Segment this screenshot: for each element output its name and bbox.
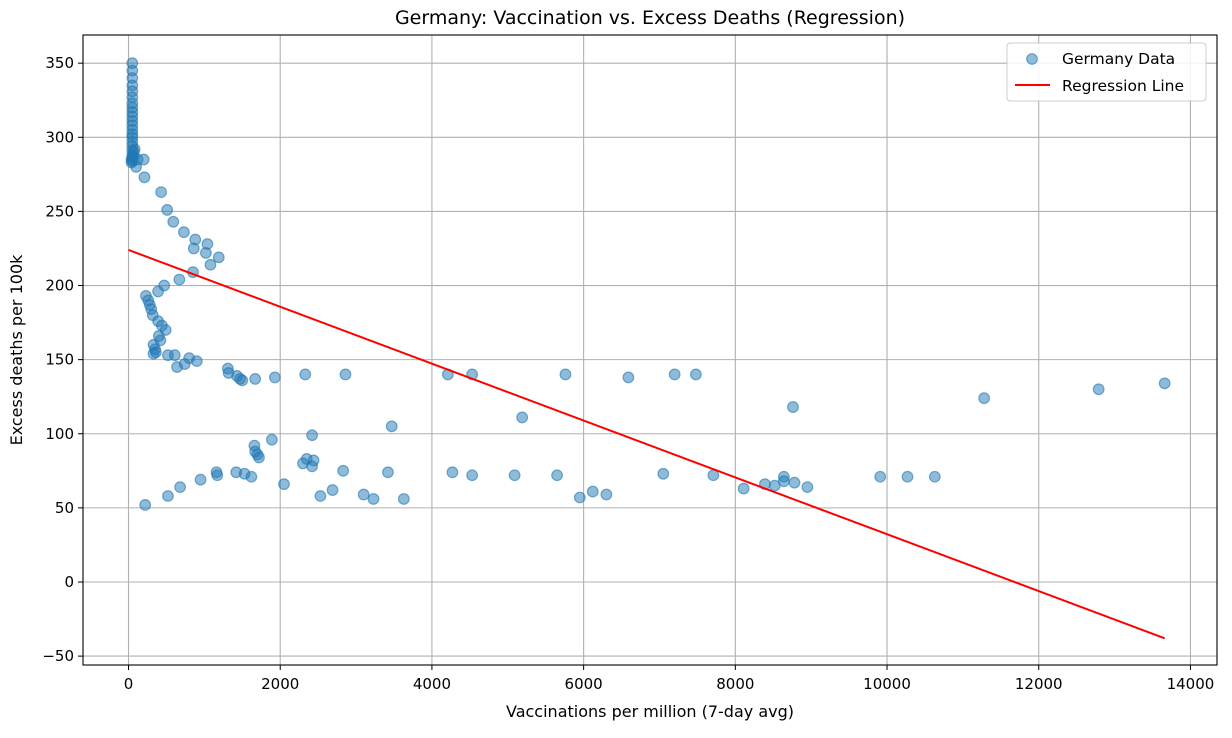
y-tick-label: 150 bbox=[45, 351, 74, 369]
data-point bbox=[236, 374, 249, 387]
data-point bbox=[874, 470, 887, 483]
data-point bbox=[299, 368, 312, 381]
data-point bbox=[138, 171, 151, 184]
data-point bbox=[177, 226, 190, 239]
x-tick-label: 12000 bbox=[1015, 675, 1063, 693]
data-point bbox=[173, 273, 186, 286]
data-point bbox=[466, 469, 479, 482]
data-point bbox=[245, 470, 258, 483]
data-point bbox=[269, 371, 281, 384]
data-point bbox=[657, 467, 670, 480]
data-point bbox=[212, 251, 225, 264]
scatter-series bbox=[125, 57, 1171, 511]
data-point bbox=[174, 481, 186, 494]
x-tick-label: 2000 bbox=[261, 675, 299, 693]
plot-area bbox=[82, 34, 1218, 666]
regression-series bbox=[128, 249, 1166, 640]
data-point bbox=[928, 470, 941, 483]
data-point bbox=[397, 493, 410, 505]
y-tick-label: 250 bbox=[45, 202, 74, 220]
data-point bbox=[306, 429, 318, 442]
y-axis-label: Excess deaths per 100k bbox=[7, 254, 26, 446]
data-point bbox=[199, 247, 212, 259]
data-point bbox=[204, 258, 217, 271]
data-point bbox=[1158, 377, 1171, 390]
x-axis-label: Vaccinations per million (7-day avg) bbox=[506, 702, 794, 721]
data-point bbox=[737, 482, 750, 495]
data-point bbox=[551, 469, 563, 482]
data-point bbox=[167, 215, 180, 228]
data-point bbox=[788, 476, 801, 489]
data-point bbox=[265, 433, 278, 446]
data-point bbox=[901, 470, 914, 483]
legend-label-regression-line: Regression Line bbox=[1062, 77, 1184, 95]
data-point bbox=[508, 469, 521, 482]
data-point bbox=[152, 285, 164, 298]
y-tick-label: −50 bbox=[42, 647, 74, 665]
data-point bbox=[622, 371, 635, 384]
x-tick-label: 8000 bbox=[716, 675, 754, 693]
data-point bbox=[128, 143, 141, 156]
x-tick-label: 4000 bbox=[413, 675, 451, 693]
y-tick-label: 0 bbox=[64, 573, 74, 591]
data-point bbox=[689, 368, 702, 381]
data-point bbox=[314, 490, 327, 502]
regression-line bbox=[128, 249, 1166, 640]
data-point bbox=[162, 490, 174, 502]
legend: Germany Data Regression Line bbox=[1006, 42, 1207, 102]
y-tick-label: 300 bbox=[45, 128, 74, 146]
data-point bbox=[139, 499, 152, 511]
data-point bbox=[249, 373, 262, 385]
data-point bbox=[516, 411, 529, 424]
data-point bbox=[768, 479, 781, 492]
data-point bbox=[337, 464, 350, 477]
data-point bbox=[306, 460, 318, 473]
y-tick-label: 350 bbox=[45, 54, 74, 72]
data-point bbox=[559, 368, 572, 381]
legend-marker-germany-data bbox=[1026, 53, 1038, 65]
x-tick-label: 6000 bbox=[565, 675, 603, 693]
data-point bbox=[326, 484, 339, 496]
data-point bbox=[211, 469, 224, 482]
y-tick-label: 100 bbox=[45, 425, 74, 443]
chart-title: Germany: Vaccination vs. Excess Deaths (… bbox=[395, 7, 905, 29]
data-point bbox=[253, 451, 265, 464]
data-point bbox=[278, 478, 290, 491]
data-point bbox=[339, 368, 352, 381]
x-tick-label: 14000 bbox=[1167, 675, 1215, 693]
data-point bbox=[194, 473, 207, 486]
data-point bbox=[367, 493, 380, 505]
y-tick-label: 50 bbox=[55, 499, 74, 517]
legend-label-germany-data: Germany Data bbox=[1062, 50, 1175, 68]
data-point bbox=[787, 401, 799, 413]
data-point bbox=[801, 481, 814, 494]
data-point bbox=[385, 420, 398, 433]
data-point bbox=[357, 488, 370, 501]
legend-box bbox=[1006, 42, 1207, 102]
data-point bbox=[668, 368, 681, 381]
data-point bbox=[155, 186, 168, 199]
data-point bbox=[171, 361, 183, 373]
data-point bbox=[600, 488, 613, 501]
data-point bbox=[573, 491, 586, 504]
data-point bbox=[161, 204, 174, 216]
grid bbox=[83, 35, 1217, 665]
data-point bbox=[978, 392, 991, 405]
y-tick-label: 200 bbox=[45, 277, 74, 295]
data-point bbox=[187, 242, 200, 255]
data-point bbox=[586, 485, 599, 498]
data-point bbox=[446, 466, 459, 479]
data-point bbox=[168, 349, 181, 362]
data-point bbox=[382, 466, 394, 479]
axis-ticks: 0 2000 4000 6000 8000 10000 12000 14000 −50 0 50 10… bbox=[42, 54, 1214, 693]
data-point bbox=[1092, 383, 1105, 396]
x-tick-label: 0 bbox=[124, 675, 134, 693]
x-tick-label: 10000 bbox=[863, 675, 911, 693]
data-point bbox=[137, 153, 150, 166]
data-point bbox=[149, 346, 162, 359]
data-point bbox=[190, 355, 203, 368]
